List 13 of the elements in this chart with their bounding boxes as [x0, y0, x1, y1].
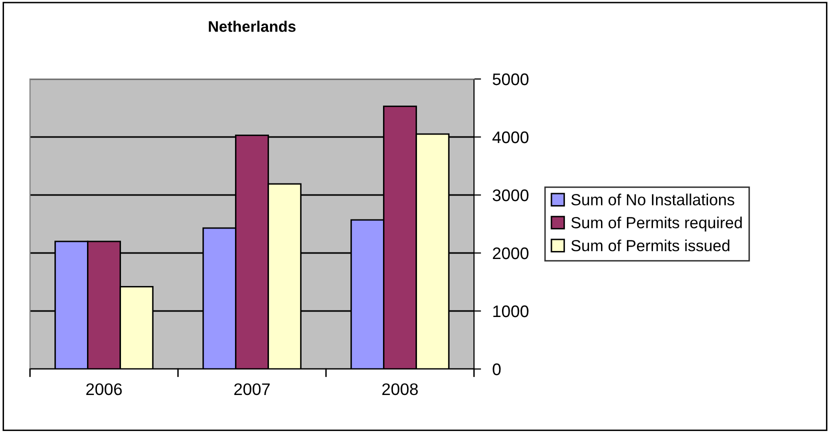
y-tick-label: 5000	[492, 73, 528, 86]
x-tick-label: 2006	[86, 383, 122, 396]
y-tick-label: 0	[492, 363, 501, 376]
x-tick-label: 2007	[234, 383, 270, 396]
y-tick-label: 4000	[492, 131, 528, 144]
y-tick-label: 2000	[492, 247, 528, 260]
x-tick-label: 2008	[382, 383, 418, 396]
y-tick-label: 1000	[493, 305, 528, 318]
legend-label: Sum of Permits issued	[571, 240, 730, 252]
legend-label: Sum of Permits required	[571, 216, 742, 232]
y-tick-label: 3000	[492, 189, 528, 202]
chart-title: Netherlands	[208, 20, 296, 32]
legend-label: Sum of No Installations	[571, 194, 734, 206]
